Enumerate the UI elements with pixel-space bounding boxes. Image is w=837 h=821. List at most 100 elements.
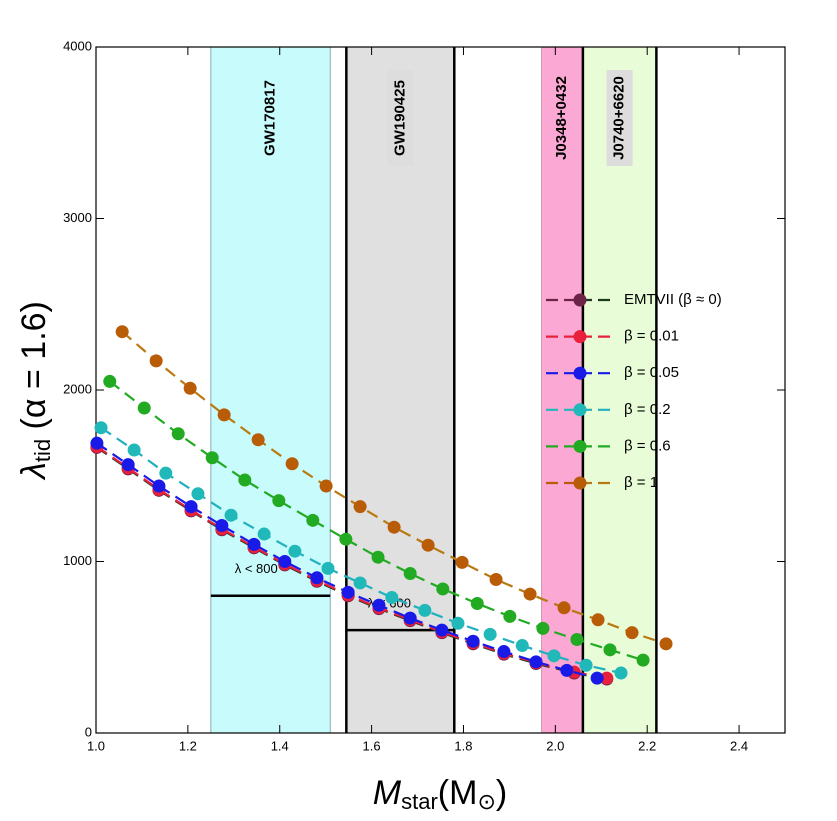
data-point [215,518,229,532]
legend-marker [573,366,587,380]
data-point [489,573,503,587]
data-point [403,611,417,625]
data-point [560,663,574,677]
data-point [659,637,673,651]
series-line [121,330,667,645]
data-point [418,603,432,617]
legend-label: EMTVII (β ≈ 0) [624,291,722,308]
data-point [306,513,320,527]
y-tick-label: 3000 [63,210,92,225]
legend-marker [573,403,587,417]
data-point [184,500,198,514]
legend-label: β = 0.01 [624,328,679,345]
x-tick-label: 1.4 [271,738,289,753]
data-point [614,666,628,680]
data-point [371,550,385,564]
x-tick-label: 1.6 [363,738,381,753]
x-tick-label: 2.2 [638,738,656,753]
data-point [137,401,151,415]
data-point [205,451,219,465]
data-point [115,325,129,339]
data-point [319,479,333,493]
data-point [600,671,614,685]
data-point [341,585,355,599]
data-point [353,500,367,514]
band [541,47,583,733]
data-point [183,381,197,395]
data-point [247,537,261,551]
data-point [515,639,529,653]
data-point [579,658,593,672]
y-axis-label: λtid (α = 1.6) [15,301,55,481]
data-point [94,421,108,435]
data-point [466,634,480,648]
data-point [288,544,302,558]
data-point [387,520,401,534]
data-point [103,374,117,388]
data-point [257,527,271,541]
x-tick-label: 1.8 [454,738,472,753]
band-label: GW170817 [262,80,279,156]
x-tick-label: 2.4 [730,738,748,753]
data-point [121,458,135,472]
limit-label: λ < 800 [235,561,278,576]
y-tick-label: 1000 [63,553,92,568]
data-point [285,457,299,471]
data-point [523,587,537,601]
data-point [436,582,450,596]
legend-label: β = 1 [624,474,658,491]
data-point [455,555,469,569]
x-tick-label: 2.0 [546,738,564,753]
data-point [310,571,324,585]
data-point [90,436,104,450]
data-point [483,627,497,641]
data-point [321,561,335,575]
y-tick-label: 4000 [63,38,92,53]
band-label: J0348+0432 [553,76,570,160]
data-point [557,601,571,615]
data-point [503,609,517,623]
data-point [591,613,605,627]
data-point [339,532,353,546]
data-point [547,649,561,663]
data-point [435,623,449,637]
data-point [127,443,141,457]
x-axis-label: Mstar(M⊙) [373,774,507,814]
data-point [497,645,511,659]
y-tick-label: 0 [85,724,92,739]
data-point [590,671,604,685]
data-point [159,466,173,480]
data-point [636,653,650,667]
data-point [191,487,205,501]
data-point [152,479,166,493]
data-point [451,616,465,630]
data-point [224,508,238,522]
legend-label: β = 0.2 [624,401,671,418]
data-point [353,576,367,590]
x-tick-label: 1.0 [87,738,105,753]
data-point [570,633,584,647]
data-point [251,433,265,447]
data-point [372,598,386,612]
legend-marker [573,439,587,453]
data-point [625,626,639,640]
data-point [536,621,550,635]
band-label: J0740+6620 [611,76,628,160]
legend-marker [573,330,587,344]
data-point [149,354,163,368]
data-point [603,643,617,657]
data-point [421,538,435,552]
legend-label: β = 0.05 [624,364,679,381]
data-point [238,473,252,487]
data-point [529,655,543,669]
data-point [272,494,286,508]
data-point [385,591,399,605]
data-point [171,427,185,441]
band-label: GW190425 [391,80,408,156]
legend-marker [573,476,587,490]
data-point [217,408,231,422]
data-point [470,597,484,611]
series-line [100,426,622,675]
